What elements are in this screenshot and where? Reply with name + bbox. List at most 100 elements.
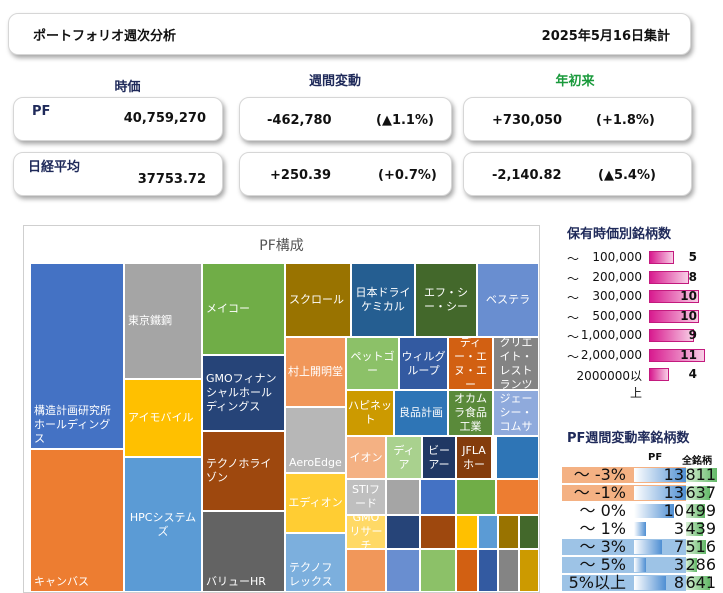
change-pf-count: 3	[673, 555, 684, 574]
change-all-cell: 637	[685, 485, 717, 501]
treemap-tile-label: 構造計画研究所ホールディングス	[34, 404, 111, 445]
treemap-tile: ディア	[386, 436, 422, 479]
change-all-cell: 641	[685, 575, 717, 591]
treemap-tile-small	[456, 479, 496, 515]
treemap-tile-label: 東京鐵鋼	[128, 314, 172, 327]
holding-count: 10	[680, 308, 697, 323]
change-range-label: ～ -3%	[562, 467, 634, 483]
treemap-tile: AeroEdge	[285, 407, 346, 473]
holding-bar	[649, 329, 695, 342]
treemap-tile-label: STIフード	[352, 483, 380, 510]
treemap-tile: ジェーシー・コムサ	[493, 390, 539, 436]
treemap-tile: ペットゴー	[346, 337, 399, 390]
treemap-tile-label: HPCシステムズ	[129, 510, 197, 538]
treemap-tile: アイモバイル	[124, 379, 202, 457]
holdings-by-value-title: 保有時価別銘柄数	[567, 227, 672, 242]
nikkei-ytd-pct: (▲5.4%)	[598, 168, 656, 183]
change-all-bar	[686, 522, 703, 536]
change-pf-bar	[634, 540, 663, 554]
pf-weekly-pct: (▲1.1%)	[376, 113, 434, 128]
change-pf-count: 7	[673, 537, 684, 556]
change-row: ～ 5% 3 286	[562, 557, 717, 573]
treemap-tile: STIフード	[346, 479, 386, 515]
treemap-tile-label: JFLAホー	[462, 443, 486, 471]
treemap-tile-label: アイモバイル	[128, 411, 194, 424]
holding-bar	[649, 270, 690, 284]
change-pf-count: 13	[663, 483, 684, 502]
holding-amount: 200,000	[592, 269, 642, 284]
pf-ytd-pct: (+1.8%)	[596, 113, 655, 128]
holding-count: 5	[688, 250, 697, 264]
treemap-tile-label: テクノホライゾン	[206, 457, 272, 484]
treemap-tile-small	[420, 479, 456, 515]
holding-bar	[649, 368, 670, 381]
treemap-tile-small	[420, 515, 456, 549]
treemap-tile-label: ディー・エヌ・エー	[454, 337, 487, 390]
change-pf-cell: 7	[634, 539, 686, 555]
change-row: ～ -3% 13 811	[562, 467, 717, 483]
change-all-cell: 286	[685, 555, 717, 574]
change-all-count: 516	[685, 537, 716, 556]
change-row: ～ 1% 3 439	[562, 521, 717, 537]
change-pf-bar	[634, 486, 686, 500]
treemap-tile: メイコー	[202, 263, 285, 355]
treemap-tile: スクロール	[285, 263, 351, 337]
change-all-count: 286	[685, 555, 716, 574]
change-row: ～ -1% 13 637	[562, 485, 717, 501]
treemap-tile-label: キャンバス	[34, 575, 89, 588]
change-row: 5%以上 8 641	[562, 575, 717, 591]
treemap-tile-label: スクロール	[289, 293, 344, 306]
holding-count: 4	[688, 367, 697, 381]
treemap-tile-label: GMOフィナンシャルホールディングス	[206, 372, 277, 413]
treemap-tile: 日本ドライケミカル	[351, 263, 415, 337]
treemap-tile-label: ジェーシー・コムサ	[499, 392, 533, 433]
treemap-tile: エディオン	[285, 473, 346, 533]
change-range-label: ～ 3%	[562, 539, 634, 555]
change-pf-cell: 13	[634, 485, 686, 501]
holding-row: ～ 500,000 10	[567, 308, 717, 325]
holding-bar	[649, 290, 700, 303]
treemap-tile-small	[496, 479, 539, 515]
holding-row: 2000000以上 4	[567, 366, 717, 400]
treemap-tile-small	[519, 515, 539, 549]
change-pf-cell: 3	[634, 521, 686, 537]
holding-count: 10	[680, 289, 697, 303]
treemap-tile-label: ベステラ	[485, 293, 531, 306]
treemap-tile-label: メイコー	[206, 302, 250, 315]
holding-amount: 500,000	[592, 308, 642, 323]
treemap-tile: クリエイト・レストランツ	[493, 337, 539, 390]
pf-value-card: PF 40,759,270	[13, 97, 223, 141]
holding-prefix: ～	[567, 310, 580, 325]
pf-weekly-card: -462,780 (▲1.1%)	[239, 97, 452, 141]
treemap-tile: テクノフレックス	[285, 533, 346, 592]
treemap-tile: テクノホライゾン	[202, 431, 285, 511]
treemap-tile-label: ディア	[393, 443, 415, 471]
change-all-bar	[686, 504, 706, 518]
treemap-tile: 構造計画研究所ホールディングス	[30, 263, 124, 449]
treemap-tile: ディー・エヌ・エー	[448, 337, 493, 390]
treemap-tile-small	[420, 549, 456, 592]
holding-row: ～ 1,000,000 9	[567, 327, 717, 344]
change-pf-bar	[634, 468, 686, 482]
treemap-tile-small	[346, 549, 386, 592]
holding-amount: 1,000,000	[580, 328, 642, 342]
change-range-label: ～ 5%	[562, 557, 634, 573]
report-date: 2025年5月16日集計	[541, 29, 670, 44]
holding-row: ～ 100,000 5	[567, 249, 717, 266]
treemap-tile-label: クリエイト・レストランツ	[499, 337, 533, 390]
pf-ytd-abs: +730,050	[492, 113, 563, 128]
change-pf-bar	[634, 504, 675, 518]
treemap-tile: GMOフィナンシャルホールディングス	[202, 355, 285, 431]
change-all-bar	[686, 486, 711, 500]
change-all-cell: 516	[685, 537, 717, 556]
holding-amount: 100,000	[592, 250, 642, 264]
nikkei-weekly-pct: (+0.7%)	[378, 168, 437, 183]
change-pf-count: 10	[663, 501, 684, 520]
treemap-tile: ビーアー	[422, 436, 456, 479]
holding-row: ～ 2,000,000 11	[567, 347, 717, 364]
report-title: ポートフォリオ週次分析	[33, 29, 177, 44]
treemap-tile-small	[498, 549, 519, 592]
change-all-count: 499	[685, 501, 716, 520]
treemap-tile-label: AeroEdge	[289, 456, 342, 469]
nikkei-ytd-abs: -2,140.82	[492, 168, 562, 183]
